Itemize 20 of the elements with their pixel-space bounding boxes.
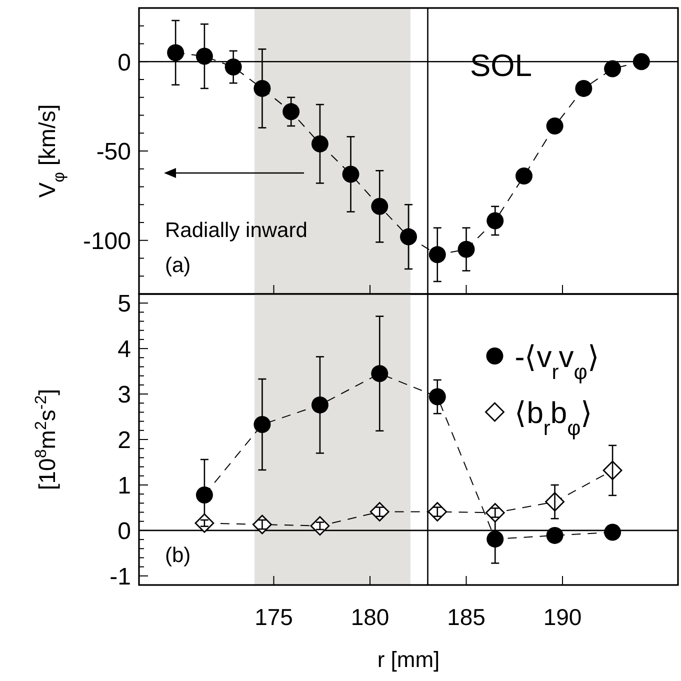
x-tick-label: 180	[350, 604, 390, 630]
x-tick-label: 175	[254, 604, 293, 630]
annotation: (b)	[165, 544, 191, 567]
legend-label: -⟨v$_{r}$v$_{φ}$⟩	[514, 340, 600, 384]
y-tick-label: 4	[118, 336, 131, 364]
annotation: Radially inward	[165, 219, 308, 242]
y-tick-label: -1	[110, 564, 131, 591]
legend-label: ⟨b$_{r}$b$_{φ}$⟩	[514, 396, 593, 440]
y-tick-label: 1	[118, 472, 131, 500]
y-tick-label: -100	[82, 228, 131, 256]
x-tick-label: 185	[447, 604, 486, 630]
x-tick-label: 190	[543, 604, 582, 630]
y-tick-label: 5	[118, 290, 131, 318]
y-tick-label: -50	[96, 138, 131, 166]
y-tick-label: 2	[118, 427, 131, 454]
y-tick-label: 0	[118, 49, 131, 76]
y-tick-label: 3	[118, 382, 131, 409]
annotation: (a)	[165, 254, 191, 277]
y-tick-label: 0	[118, 518, 131, 546]
x-axis-title: r [mm]	[377, 647, 440, 672]
